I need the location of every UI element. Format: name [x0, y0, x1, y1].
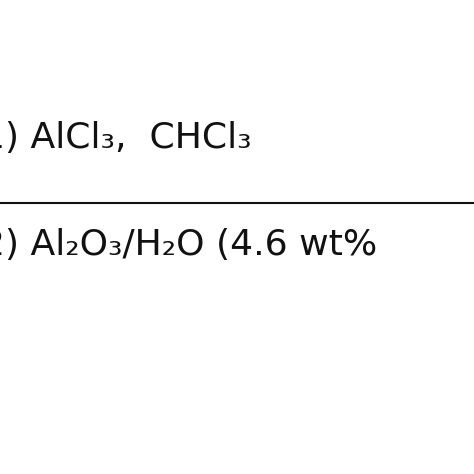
Text: 2) Al₂O₃/H₂O (4.6 wt%: 2) Al₂O₃/H₂O (4.6 wt%	[0, 228, 377, 262]
Text: 1) AlCl₃,  CHCl₃: 1) AlCl₃, CHCl₃	[0, 121, 252, 155]
